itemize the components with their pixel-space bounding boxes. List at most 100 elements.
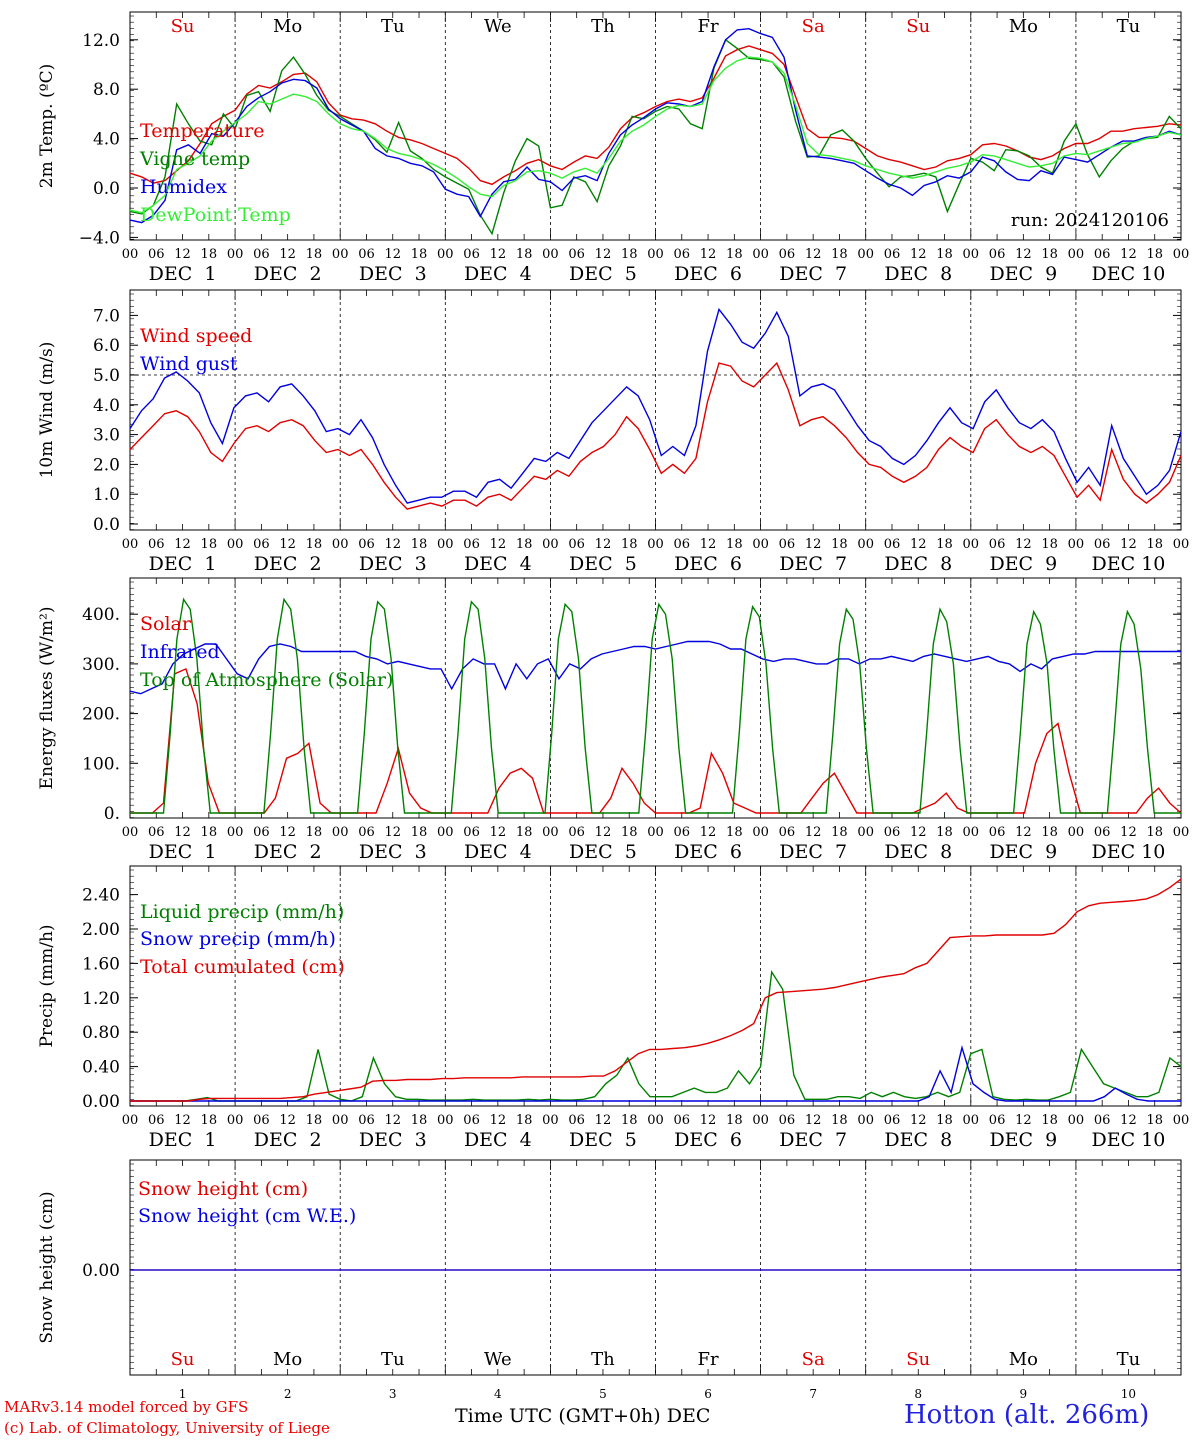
legend-entry: Top of Atmosphere (Solar) — [140, 669, 393, 691]
series-line — [129, 361, 1182, 510]
hour-tick-label: 00 — [752, 1113, 769, 1128]
bottom-day-name: Su — [906, 1349, 930, 1370]
y-tick-label: 0.00 — [82, 1261, 120, 1281]
hour-tick-label: 00 — [122, 1113, 139, 1128]
hour-tick-label: 06 — [148, 825, 165, 840]
hour-tick-label: 00 — [542, 537, 559, 552]
day-date-label: DEC 1 — [149, 553, 217, 575]
hour-tick-label: 06 — [568, 247, 585, 262]
hour-tick-label: 12 — [700, 1113, 717, 1128]
bottom-day-name: We — [484, 1349, 512, 1370]
y-tick-label: −4.0 — [79, 228, 120, 248]
hour-tick-label: 18 — [726, 247, 743, 262]
y-tick-label: 3.0 — [93, 426, 120, 446]
day-date-label: DEC 6 — [674, 841, 742, 863]
station-name: Hotton (alt. 266m) — [904, 1400, 1150, 1430]
day-date-label: DEC 6 — [674, 263, 742, 285]
hour-tick-label: 06 — [1094, 537, 1111, 552]
hour-tick-label: 06 — [358, 537, 375, 552]
series-line — [129, 38, 1182, 236]
hour-tick-label: 12 — [174, 537, 191, 552]
hour-tick-label: 06 — [884, 1113, 901, 1128]
day-date-label: DEC 4 — [464, 263, 532, 285]
hour-tick-label: 12 — [1015, 1113, 1032, 1128]
hour-tick-label: 00 — [227, 1113, 244, 1128]
y-tick-label: 12.0 — [82, 31, 120, 51]
hour-tick-label: 18 — [306, 825, 323, 840]
day-date-label: DEC 2 — [254, 1129, 322, 1151]
day-date-label: DEC 9 — [989, 553, 1057, 575]
hour-tick-label: 06 — [253, 247, 270, 262]
hour-tick-label: 06 — [779, 247, 796, 262]
bottom-day-name: Mo — [273, 1349, 302, 1370]
hour-tick-label: 06 — [1094, 247, 1111, 262]
hour-tick-label: 12 — [279, 247, 296, 262]
y-tick-label: 0. — [104, 804, 120, 824]
y-tick-label: 1.20 — [82, 989, 120, 1009]
hour-tick-label: 18 — [201, 1113, 218, 1128]
hour-tick-label: 00 — [1173, 825, 1190, 840]
panel-5: 0.00 Snow height (cm) Snow height (cm) Snow… — [37, 1159, 1182, 1376]
hour-tick-label: 18 — [1041, 1113, 1058, 1128]
legend-entry: Liquid precip (mm/h) — [140, 901, 344, 923]
hour-tick-label: 06 — [674, 247, 691, 262]
hour-tick-label: 18 — [621, 537, 638, 552]
legend-entry: Snow height (cm W.E.) — [138, 1205, 356, 1227]
hour-tick-label: 12 — [595, 825, 612, 840]
y-tick-label: 7.0 — [93, 306, 120, 326]
hour-tick-label: 00 — [1173, 1113, 1190, 1128]
y-tick-label: 1.0 — [93, 485, 120, 505]
panel-2: 7.0 6.0 5.0 4.0 3.0 2.0 1.0 0.0 10m Wind (m/s) Wi… — [37, 289, 1190, 575]
bottom-day-name: Fr — [698, 1349, 719, 1370]
hour-tick-label: 12 — [700, 247, 717, 262]
hour-tick-label: 18 — [411, 1113, 428, 1128]
hour-tick-label: 06 — [989, 247, 1006, 262]
hour-tick-label: 12 — [910, 247, 927, 262]
hour-tick-label: 06 — [253, 825, 270, 840]
y-axis-label: Precip (mm/h) — [37, 924, 57, 1047]
hour-tick-label: 12 — [805, 537, 822, 552]
hour-tick-label: 00 — [542, 825, 559, 840]
day-date-label: DEC 4 — [464, 553, 532, 575]
hour-tick-label: 18 — [726, 537, 743, 552]
bottom-day-number: 3 — [389, 1387, 397, 1401]
day-date-label: DEC 1 — [149, 841, 217, 863]
hour-tick-label: 18 — [1146, 825, 1163, 840]
day-date-label: DEC 9 — [989, 263, 1057, 285]
hour-tick-label: 06 — [1094, 825, 1111, 840]
hour-tick-label: 06 — [779, 537, 796, 552]
hour-tick-label: 06 — [463, 825, 480, 840]
series-line — [130, 969, 1182, 1102]
hour-tick-label: 00 — [647, 1113, 664, 1128]
hour-tick-label: 12 — [595, 1113, 612, 1128]
hour-tick-label: 18 — [1041, 247, 1058, 262]
day-date-label: DEC 8 — [884, 553, 952, 575]
hour-tick-label: 12 — [595, 537, 612, 552]
hour-tick-label: 12 — [1120, 537, 1137, 552]
y-tick-label: 0.0 — [93, 179, 120, 199]
legend-entry: Solar — [140, 613, 192, 635]
legend-entry: Snow height (cm) — [138, 1178, 308, 1200]
day-date-label: DEC 4 — [464, 1129, 532, 1151]
legend-entry: Wind gust — [140, 353, 238, 375]
hour-tick-label: 18 — [936, 537, 953, 552]
hour-tick-label: 12 — [174, 825, 191, 840]
day-name-label: Mo — [273, 16, 302, 37]
hour-tick-label: 00 — [647, 247, 664, 262]
series-line — [129, 640, 1181, 695]
hour-tick-label: 00 — [332, 537, 349, 552]
hour-tick-label: 06 — [989, 825, 1006, 840]
hour-tick-label: 12 — [279, 537, 296, 552]
hour-tick-label: 00 — [1173, 247, 1190, 262]
hour-tick-label: 00 — [122, 247, 139, 262]
hour-tick-label: 12 — [1120, 1113, 1137, 1128]
hour-tick-label: 00 — [1173, 537, 1190, 552]
day-date-label: DEC 5 — [569, 841, 637, 863]
day-date-label: DEC 8 — [884, 1129, 952, 1151]
hour-tick-label: 18 — [621, 247, 638, 262]
hour-tick-label: 00 — [122, 537, 139, 552]
day-date-label: DEC 9 — [989, 841, 1057, 863]
hour-tick-label: 00 — [332, 247, 349, 262]
bottom-day-number: 1 — [179, 1387, 187, 1401]
day-date-label: DEC 7 — [779, 1129, 847, 1151]
